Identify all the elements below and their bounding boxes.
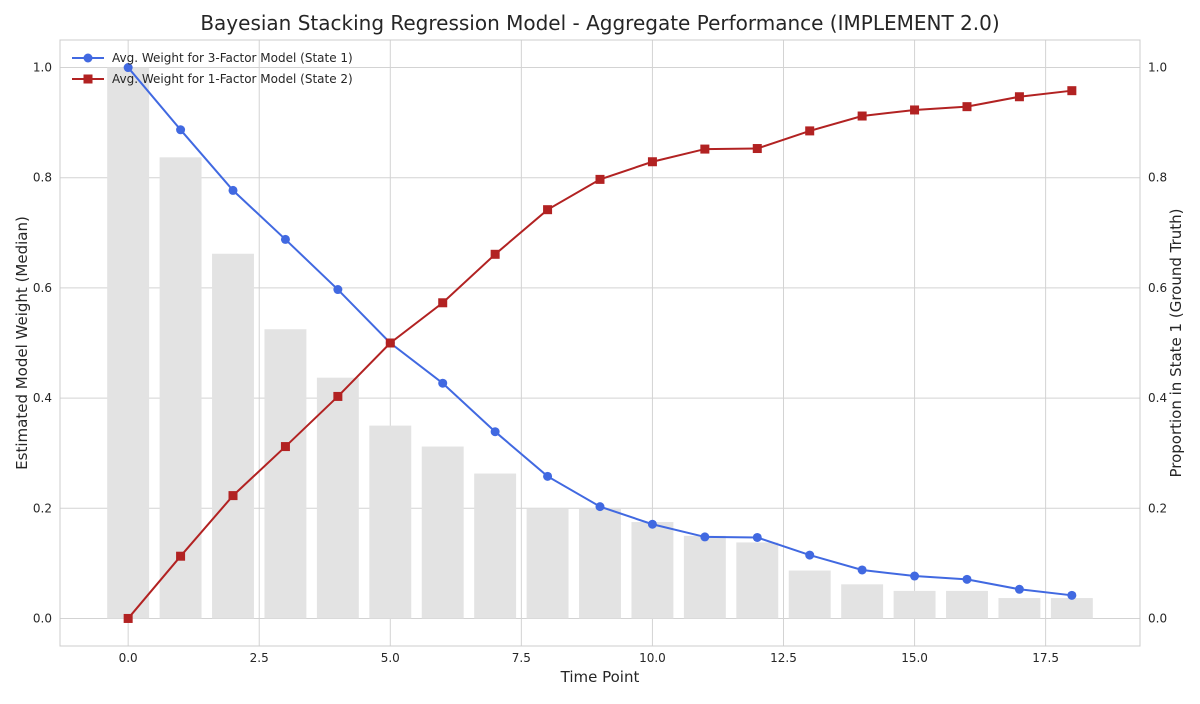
legend: Avg. Weight for 3-Factor Model (State 1)… <box>72 51 353 86</box>
series-1-point <box>176 551 186 561</box>
series-0-point <box>700 532 710 542</box>
series-0-point <box>1067 590 1077 600</box>
series-1-point <box>647 157 657 167</box>
x-tick-label: 12.5 <box>770 651 797 665</box>
series-1-point <box>228 491 238 501</box>
y2-tick-label: 1.0 <box>1148 61 1167 75</box>
series-1-point <box>1067 86 1077 96</box>
series-0-point <box>857 565 867 575</box>
series-1-point <box>543 205 553 215</box>
series-0-point <box>333 285 343 295</box>
series-0-point <box>176 125 186 135</box>
series-1-point <box>333 391 343 401</box>
y2-tick-label: 0.4 <box>1148 391 1167 405</box>
legend-label: Avg. Weight for 1-Factor Model (State 2) <box>112 72 353 86</box>
series-1-point <box>280 442 290 452</box>
series-0-point <box>490 427 500 437</box>
series-1-point <box>857 111 867 121</box>
series-1-point <box>123 613 133 623</box>
bar <box>107 67 150 619</box>
series-0-point <box>280 234 290 244</box>
tick-layer: 0.0 2.5 5.0 7.5 10.0 12.5 15.0 17.5 0.0 0.0 0.2 0.2… <box>33 61 1167 665</box>
bar <box>788 570 831 619</box>
chart-title: Bayesian Stacking Regression Model - Agg… <box>200 11 999 35</box>
bar <box>1050 598 1093 619</box>
series-0-point <box>228 185 238 195</box>
series-1-point <box>700 144 710 154</box>
series-0-point <box>647 519 657 529</box>
y-tick-label: 0.8 <box>33 171 52 185</box>
series-0-point <box>595 502 605 512</box>
y2-axis-label: Proportion in State 1 (Ground Truth) <box>1167 208 1185 477</box>
bar <box>369 425 412 619</box>
series-1-point <box>805 126 815 136</box>
bar <box>316 377 359 619</box>
bar <box>526 508 569 619</box>
y-tick-label: 0.4 <box>33 391 52 405</box>
x-tick-label: 5.0 <box>381 651 400 665</box>
bar <box>998 598 1041 619</box>
series-1-point <box>752 144 762 154</box>
bar <box>631 522 674 619</box>
legend-marker <box>83 74 93 84</box>
bar <box>264 329 307 619</box>
series-0-point <box>123 63 133 73</box>
y-tick-label: 0.6 <box>33 281 52 295</box>
bar <box>736 542 779 619</box>
line-layer <box>123 63 1077 623</box>
x-axis-label: Time Point <box>560 668 640 686</box>
bar <box>841 584 884 619</box>
x-tick-label: 17.5 <box>1032 651 1059 665</box>
x-tick-label: 7.5 <box>512 651 531 665</box>
x-tick-label: 10.0 <box>639 651 666 665</box>
series-1-point <box>962 102 972 112</box>
series-1-point <box>385 338 395 348</box>
bar-layer <box>107 67 1093 619</box>
series-1-point <box>595 174 605 184</box>
plot-frame <box>59 39 1141 647</box>
y-axis-label: Estimated Model Weight (Median) <box>13 216 31 470</box>
y2-tick-label: 0.6 <box>1148 281 1167 295</box>
bar <box>159 157 202 619</box>
legend-marker <box>83 53 93 63</box>
bar <box>946 590 988 619</box>
bar <box>421 446 464 619</box>
series-0-point <box>805 550 815 560</box>
y2-tick-label: 0.0 <box>1148 611 1167 625</box>
series-0-point <box>1014 584 1024 594</box>
series-0-point <box>962 574 972 584</box>
y2-tick-label: 0.2 <box>1148 501 1167 515</box>
series-1-point <box>438 298 448 308</box>
series-0-point <box>543 471 553 481</box>
series-0-point <box>438 378 448 388</box>
y-tick-label: 1.0 <box>33 61 52 75</box>
series-0-point <box>910 571 920 581</box>
bar <box>683 535 726 619</box>
y2-tick-label: 0.8 <box>1148 171 1167 185</box>
legend-label: Avg. Weight for 3-Factor Model (State 1) <box>112 51 353 65</box>
x-tick-label: 15.0 <box>901 651 928 665</box>
series-1-point <box>1014 92 1024 102</box>
x-tick-label: 0.0 <box>119 651 138 665</box>
y-tick-label: 0.2 <box>33 501 52 515</box>
y-tick-label: 0.0 <box>33 611 52 625</box>
bar <box>579 508 621 619</box>
bar <box>474 473 517 619</box>
series-0-point <box>752 532 762 542</box>
bar <box>212 253 254 619</box>
bar <box>893 590 936 619</box>
x-tick-label: 2.5 <box>250 651 269 665</box>
series-1-point <box>490 249 500 259</box>
series-1-point <box>910 105 920 115</box>
